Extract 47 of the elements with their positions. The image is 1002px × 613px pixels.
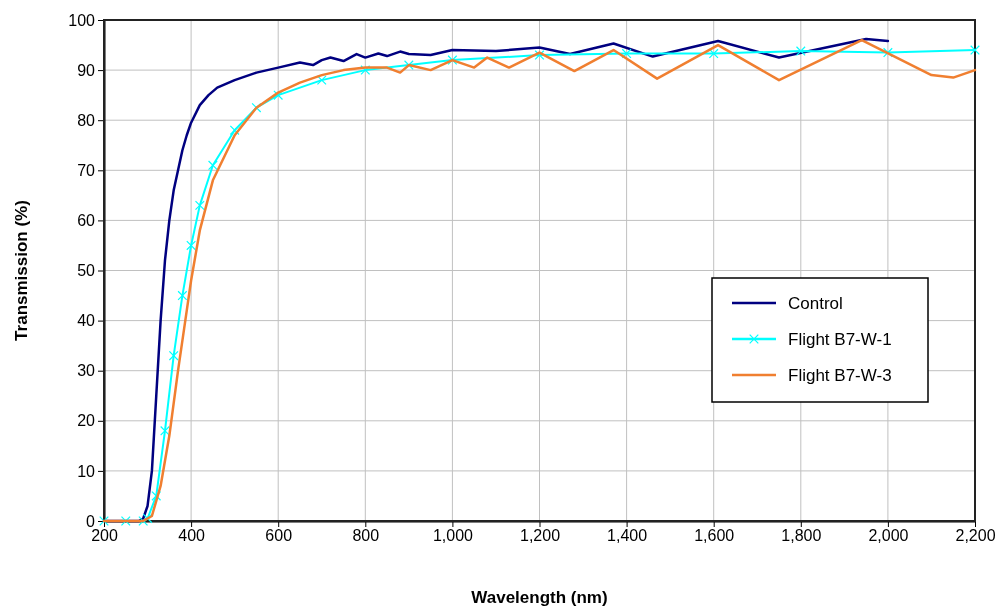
x-tick-label: 2,000 [868,527,909,545]
x-tick-label: 1,600 [694,527,735,545]
point [160,425,170,436]
legend-label: Control [788,294,843,313]
y-tick-label: 0 [86,512,96,530]
point [447,55,458,65]
point [795,46,806,56]
x-tick-label: 1,400 [607,527,648,545]
x-tick-label: 600 [265,527,293,545]
x-tick-label: 2,200 [955,527,996,545]
y-tick-label: 10 [77,462,96,480]
point [151,491,162,501]
x-axis-title: Wavelength (nm) [471,588,608,607]
point [316,75,327,86]
y-tick-label: 20 [77,412,96,430]
y-tick-label: 40 [77,312,96,330]
point [273,90,284,101]
point [229,125,240,136]
point [883,47,893,58]
x-tick-label: 800 [352,527,380,545]
y-tick-label: 80 [77,111,96,129]
point [708,48,719,59]
point [138,516,149,526]
legend-label: Flight B7-W-1 [788,330,892,349]
point [621,48,632,59]
x-tick-label: 200 [91,527,118,545]
y-tick-label: 100 [68,11,96,29]
y-tick-label: 60 [77,212,96,230]
point [120,516,131,526]
point [534,50,545,60]
y-axis-title: Transmission (%) [12,200,31,341]
point [177,290,188,301]
x-tick-label: 1,000 [432,527,474,545]
x-tick-label: 400 [178,527,206,545]
y-tick-label: 90 [77,61,96,79]
x-tick-label: 1,200 [519,527,561,545]
point [970,45,980,55]
point [207,160,218,171]
point [186,240,196,251]
y-tick-label: 50 [77,262,96,280]
point [360,65,371,75]
point [194,200,205,211]
x-tick-label: 1,800 [781,527,822,545]
point [168,350,179,361]
legend-label: Flight B7-W-3 [788,366,892,385]
y-tick-label: 30 [77,362,96,380]
y-tick-label: 70 [77,161,96,179]
